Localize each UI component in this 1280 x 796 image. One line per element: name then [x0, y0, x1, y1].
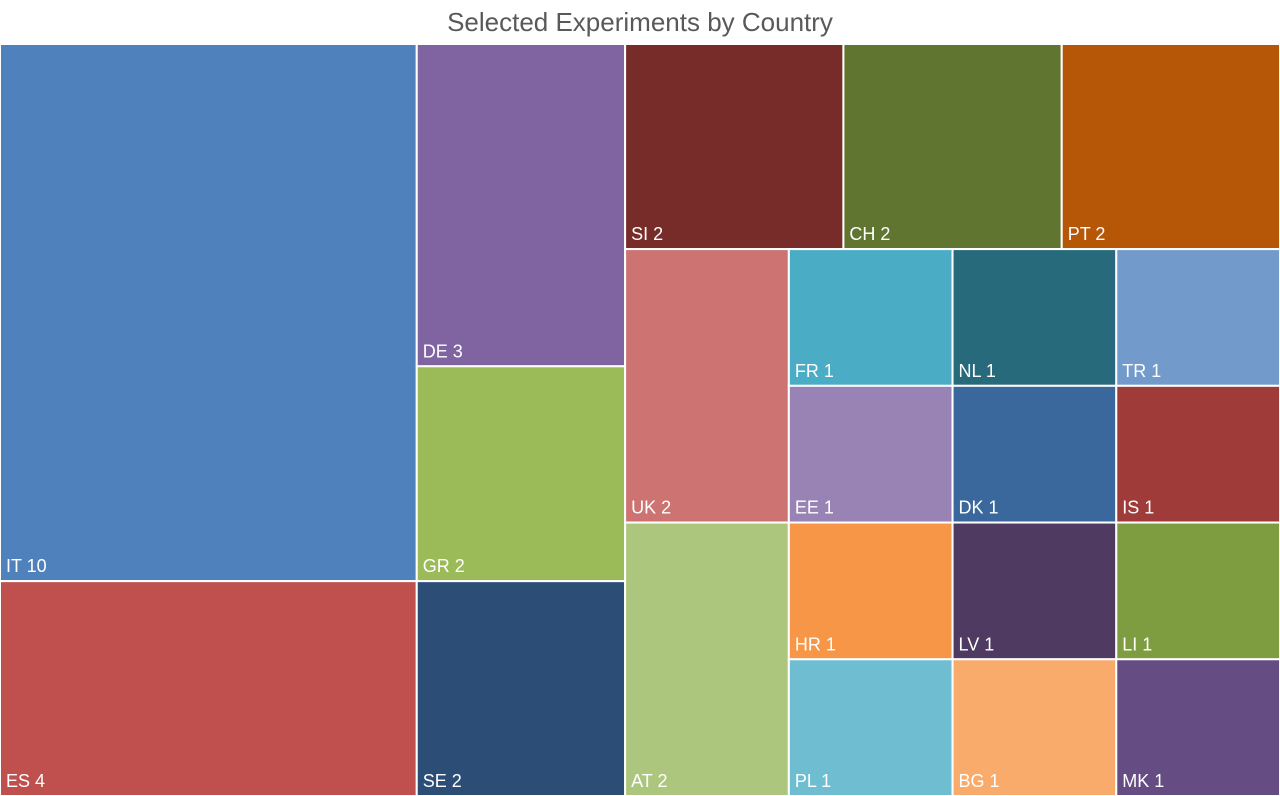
- tile-label-mk: MK 1: [1122, 771, 1164, 791]
- tile-pl: PL 1: [787, 658, 954, 796]
- tile-rect-pl: [787, 658, 954, 796]
- tile-rect-ee: [787, 384, 954, 524]
- tile-ch: CH 2: [842, 44, 1063, 251]
- tile-gr: GR 2: [415, 365, 627, 583]
- tile-at: AT 2: [624, 521, 790, 796]
- tile-label-nl: NL 1: [959, 361, 996, 381]
- tile-rect-uk: [624, 248, 790, 524]
- tile-label-de: DE 3: [423, 341, 463, 361]
- tile-rect-gr: [415, 365, 627, 583]
- tile-rect-bg: [951, 658, 1118, 796]
- tile-rect-at: [624, 521, 790, 796]
- tile-rect-fr: [787, 248, 954, 387]
- tile-tr: TR 1: [1115, 248, 1280, 387]
- tile-label-uk: UK 2: [631, 498, 671, 518]
- tile-label-si: SI 2: [631, 224, 663, 244]
- tile-rect-ch: [842, 44, 1063, 251]
- tile-pt: PT 2: [1060, 44, 1280, 251]
- treemap-chart: IT 10 ES 4 DE 3 GR 2 SE 2 SI 2 CH 2 PT 2 UK 2 AT …: [0, 44, 1280, 796]
- tile-it: IT 10: [0, 44, 418, 583]
- tile-lv: LV 1: [951, 521, 1118, 661]
- tile-label-at: AT 2: [631, 771, 667, 791]
- tile-rect-tr: [1115, 248, 1280, 387]
- tile-dk: DK 1: [951, 384, 1118, 524]
- tile-label-dk: DK 1: [959, 498, 999, 518]
- tile-si: SI 2: [624, 44, 845, 251]
- tile-rect-it: [0, 44, 418, 583]
- tile-es: ES 4: [0, 580, 418, 796]
- tile-ee: EE 1: [787, 384, 954, 524]
- tile-rect-mk: [1115, 658, 1280, 796]
- tile-rect-is: [1115, 384, 1280, 524]
- tile-nl: NL 1: [951, 248, 1118, 387]
- tile-rect-si: [624, 44, 845, 251]
- tile-li: LI 1: [1115, 521, 1280, 661]
- tile-bg: BG 1: [951, 658, 1118, 796]
- tile-label-se: SE 2: [423, 771, 462, 791]
- tile-label-pl: PL 1: [795, 771, 831, 791]
- tile-de: DE 3: [415, 44, 627, 368]
- tile-label-is: IS 1: [1122, 498, 1154, 518]
- tile-rect-se: [415, 580, 627, 796]
- tile-mk: MK 1: [1115, 658, 1280, 796]
- tile-label-fr: FR 1: [795, 361, 834, 381]
- tile-label-tr: TR 1: [1122, 361, 1161, 381]
- tile-rect-de: [415, 44, 627, 368]
- tile-fr: FR 1: [787, 248, 954, 387]
- tile-label-lv: LV 1: [959, 634, 995, 654]
- tile-hr: HR 1: [787, 521, 954, 661]
- tile-label-it: IT 10: [6, 556, 47, 576]
- tile-rect-hr: [787, 521, 954, 661]
- tile-se: SE 2: [415, 580, 627, 796]
- chart-title: Selected Experiments by Country: [447, 7, 833, 37]
- tile-label-hr: HR 1: [795, 634, 836, 654]
- tile-rect-es: [0, 580, 418, 796]
- tile-label-li: LI 1: [1122, 634, 1152, 654]
- tile-label-ee: EE 1: [795, 498, 834, 518]
- tile-is: IS 1: [1115, 384, 1280, 524]
- tile-label-es: ES 4: [6, 771, 45, 791]
- tile-rect-nl: [951, 248, 1118, 387]
- tile-label-ch: CH 2: [849, 224, 890, 244]
- tile-rect-pt: [1060, 44, 1280, 251]
- tile-label-bg: BG 1: [959, 771, 1000, 791]
- tile-label-pt: PT 2: [1068, 224, 1106, 244]
- tile-uk: UK 2: [624, 248, 790, 524]
- tile-label-gr: GR 2: [423, 556, 465, 576]
